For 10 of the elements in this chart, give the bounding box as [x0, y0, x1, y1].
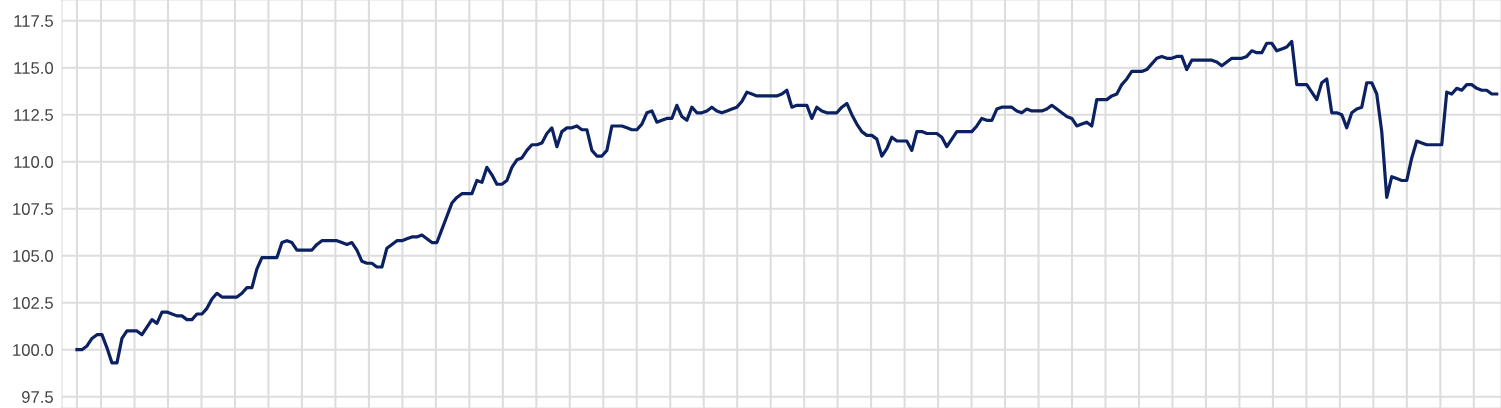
y-tick-label: 115.0: [14, 62, 54, 74]
y-tick-label: 102.5: [13, 297, 53, 309]
line-series: [75, 39, 1499, 365]
y-tick-label: 105.0: [13, 250, 54, 262]
y-tick-label: 112.5: [14, 109, 53, 121]
y-tick-label: 97.5: [22, 391, 53, 403]
y-tick-label: 100.0: [13, 344, 54, 356]
y-tick-label: 107.5: [13, 203, 53, 215]
y-tick-label: 117.5: [14, 15, 53, 27]
y-tick-label: 110.0: [14, 156, 54, 168]
